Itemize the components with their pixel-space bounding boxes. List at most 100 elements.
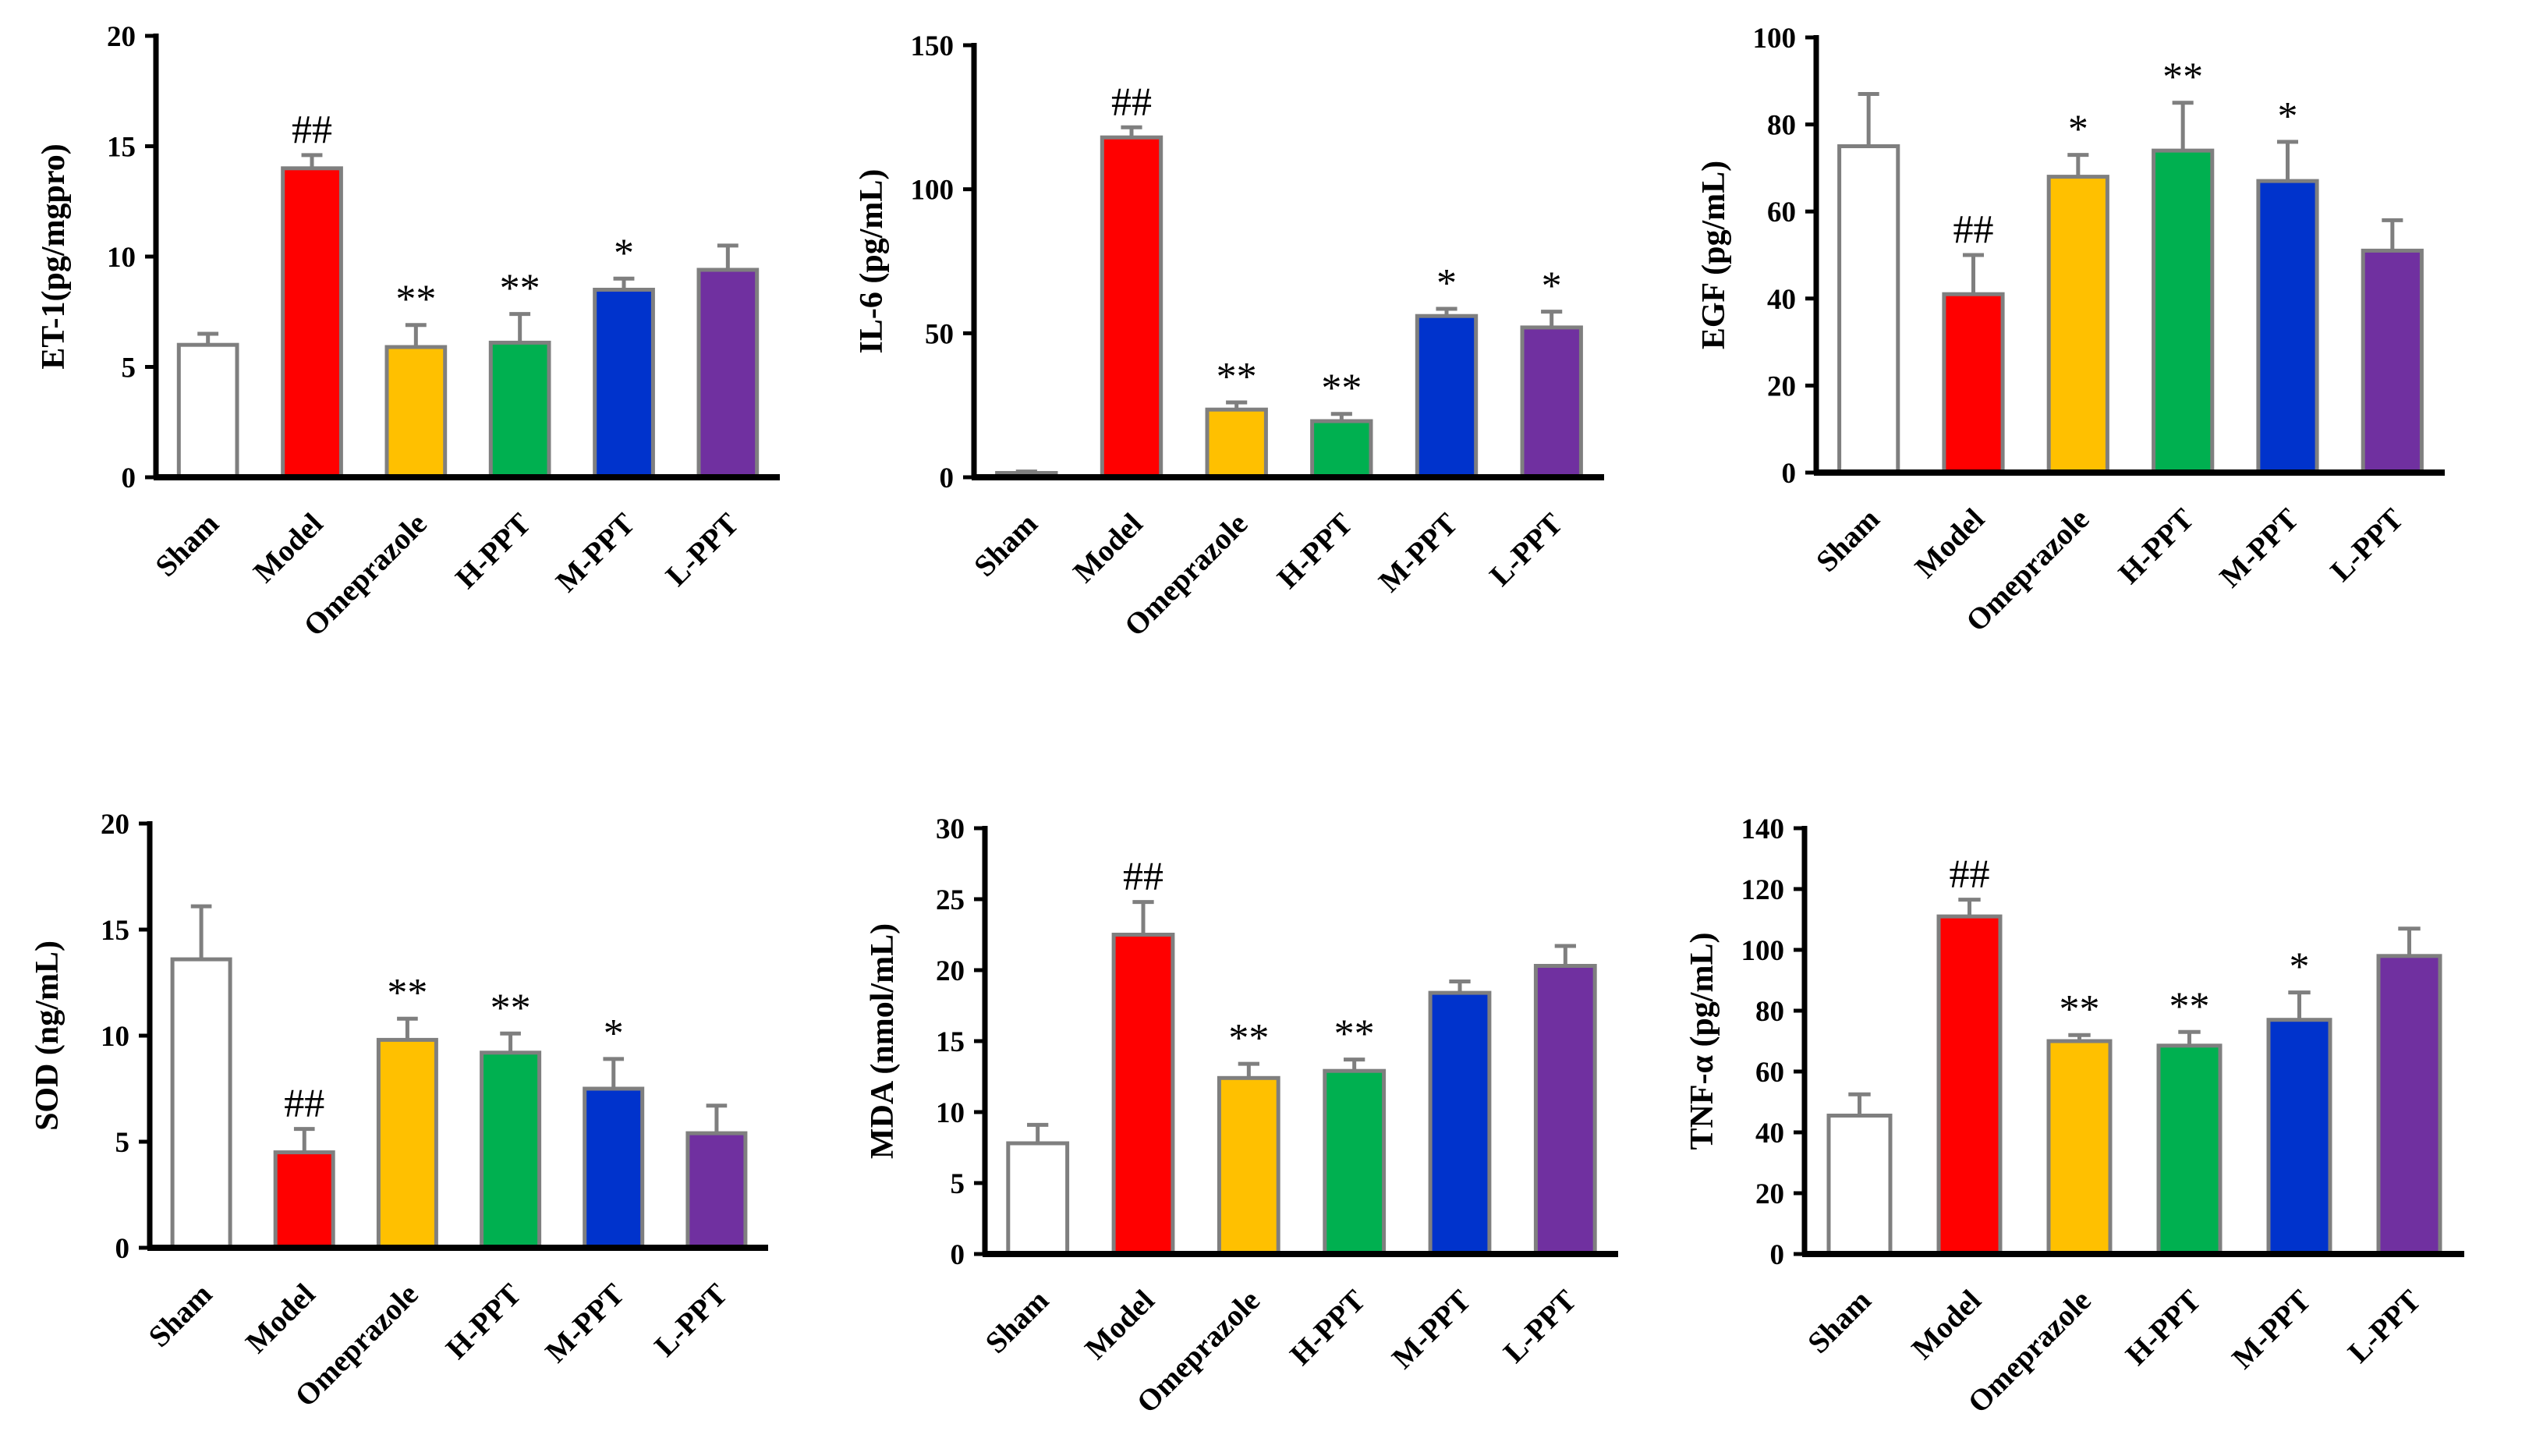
significance-label: ** [491, 986, 531, 1030]
error-bar [1958, 898, 1981, 917]
bar-model [1111, 933, 1175, 1256]
category-label: H-PPT [449, 507, 537, 595]
significance-label: * [1542, 264, 1562, 309]
y-tick-label: 20 [101, 809, 129, 841]
bar-l-ppt [1533, 964, 1597, 1256]
chart-panel-2: Sham##Model**Omeprazole**H-PPT*M-PPT*L-P… [854, 30, 1604, 643]
significance-label: * [2068, 108, 2088, 152]
category-label: Model [1909, 502, 1992, 585]
category-label: L-PPT [1497, 1284, 1583, 1369]
error-bar [2398, 926, 2421, 956]
bar-omeprazole [1217, 1075, 1280, 1256]
y-tick-label: 15 [101, 915, 129, 947]
error-bar [2276, 140, 2299, 182]
error-bar [293, 1127, 315, 1153]
y-tick-label: 10 [936, 1097, 965, 1129]
significance-label: * [614, 231, 634, 275]
significance-label: ** [2162, 55, 2203, 100]
category-label: Model [1079, 1284, 1161, 1366]
significance-label: ** [500, 267, 540, 311]
y-tick-label: 60 [1755, 1057, 1784, 1089]
bar-m-ppt [2266, 1018, 2332, 1256]
bar-omeprazole [2046, 1039, 2113, 1256]
y-tick-label: 5 [115, 1127, 130, 1159]
error-bar [1541, 310, 1563, 328]
category-label: H-PPT [440, 1277, 528, 1366]
error-bar [197, 331, 219, 345]
category-label: Sham [1801, 1284, 1878, 1360]
y-tick-label: 15 [107, 132, 136, 164]
y-tick-label: 50 [925, 318, 954, 350]
chart-panel-3: Sham##Model*Omeprazole**H-PPT*M-PPT L-PPT… [1696, 23, 2445, 638]
category-label: L-PPT [2342, 1284, 2428, 1369]
significance-label: ## [1123, 855, 1164, 899]
bar-l-ppt [696, 267, 760, 480]
bar-sham [1826, 1114, 1893, 1256]
y-tick-label: 10 [101, 1021, 129, 1053]
error-bar [1554, 944, 1576, 966]
significance-label: * [1436, 261, 1457, 306]
bar-model [1936, 914, 2003, 1256]
category-label: H-PPT [1271, 507, 1359, 595]
y-tick-label: 0 [122, 462, 136, 494]
y-tick-label: 0 [951, 1239, 965, 1271]
category-label: Sham [1810, 502, 1886, 579]
bar-model [1942, 292, 2005, 475]
significance-label: ## [292, 108, 332, 152]
error-bar [1449, 980, 1471, 994]
significance-label: ** [2060, 987, 2100, 1032]
category-label: L-PPT [648, 1277, 734, 1363]
chart-panel-4: Sham##Model**Omeprazole**H-PPT*M-PPT L-PP… [30, 809, 768, 1413]
chart-panel-6: Sham##Model**Omeprazole**H-PPT*M-PPT L-PP… [1684, 813, 2464, 1419]
y-tick-label: 100 [1753, 23, 1797, 55]
error-bar [1238, 1061, 1259, 1079]
error-bar [603, 1057, 625, 1089]
bar-sham [170, 957, 232, 1250]
chart-panel-5: Sham##Model**Omeprazole**H-PPT M-PPT L-PPT… [865, 813, 1618, 1419]
y-axis-title: ET-1(pg/mgpro) [36, 143, 72, 369]
error-bar [2382, 218, 2403, 251]
bar-model [281, 166, 343, 480]
error-bar [397, 1016, 418, 1040]
significance-label: ## [284, 1082, 324, 1126]
y-tick-label: 0 [115, 1233, 130, 1265]
error-bar [405, 323, 427, 348]
category-label: M-PPT [2226, 1284, 2318, 1376]
category-label: M-PPT [2213, 502, 2305, 594]
error-bar [1015, 469, 1037, 474]
category-label: Sham [142, 1277, 218, 1354]
significance-label: ** [1228, 1016, 1269, 1061]
significance-label: ** [1217, 355, 1257, 399]
category-label: M-PPT [1386, 1284, 1478, 1376]
bar-omeprazole [2046, 175, 2109, 475]
chart-panel-1: Sham##Model**Omeprazole**H-PPT*M-PPT L-PP… [36, 21, 780, 643]
y-axis-title: EGF (pg/mL) [1696, 161, 1732, 349]
y-tick-label: 100 [1741, 935, 1785, 967]
y-tick-label: 80 [1767, 110, 1796, 142]
y-tick-label: 140 [1741, 813, 1785, 845]
category-label: L-PPT [2324, 502, 2410, 588]
category-label: L-PPT [660, 507, 746, 593]
y-axis-title: SOD (ng/mL) [30, 941, 66, 1131]
error-bar [1848, 1092, 1871, 1116]
y-tick-label: 0 [1782, 458, 1797, 490]
category-label: M-PPT [1372, 507, 1465, 599]
category-label: H-PPT [2113, 502, 2201, 590]
error-bar [613, 276, 635, 290]
bar-l-ppt [685, 1131, 748, 1250]
y-tick-label: 5 [122, 352, 136, 384]
y-tick-label: 20 [107, 21, 136, 53]
error-bar [1858, 92, 1879, 147]
y-tick-label: 80 [1755, 996, 1784, 1028]
bar-omeprazole [384, 345, 448, 480]
error-bar [2067, 153, 2089, 177]
y-tick-label: 5 [951, 1168, 965, 1200]
bar-m-ppt [593, 288, 655, 480]
bar-h-ppt [2156, 1043, 2223, 1256]
significance-label: ** [395, 278, 436, 322]
error-bar [2178, 1029, 2201, 1046]
error-bar [1132, 900, 1154, 935]
category-label: L-PPT [1483, 507, 1569, 593]
y-tick-label: 40 [1767, 284, 1796, 316]
